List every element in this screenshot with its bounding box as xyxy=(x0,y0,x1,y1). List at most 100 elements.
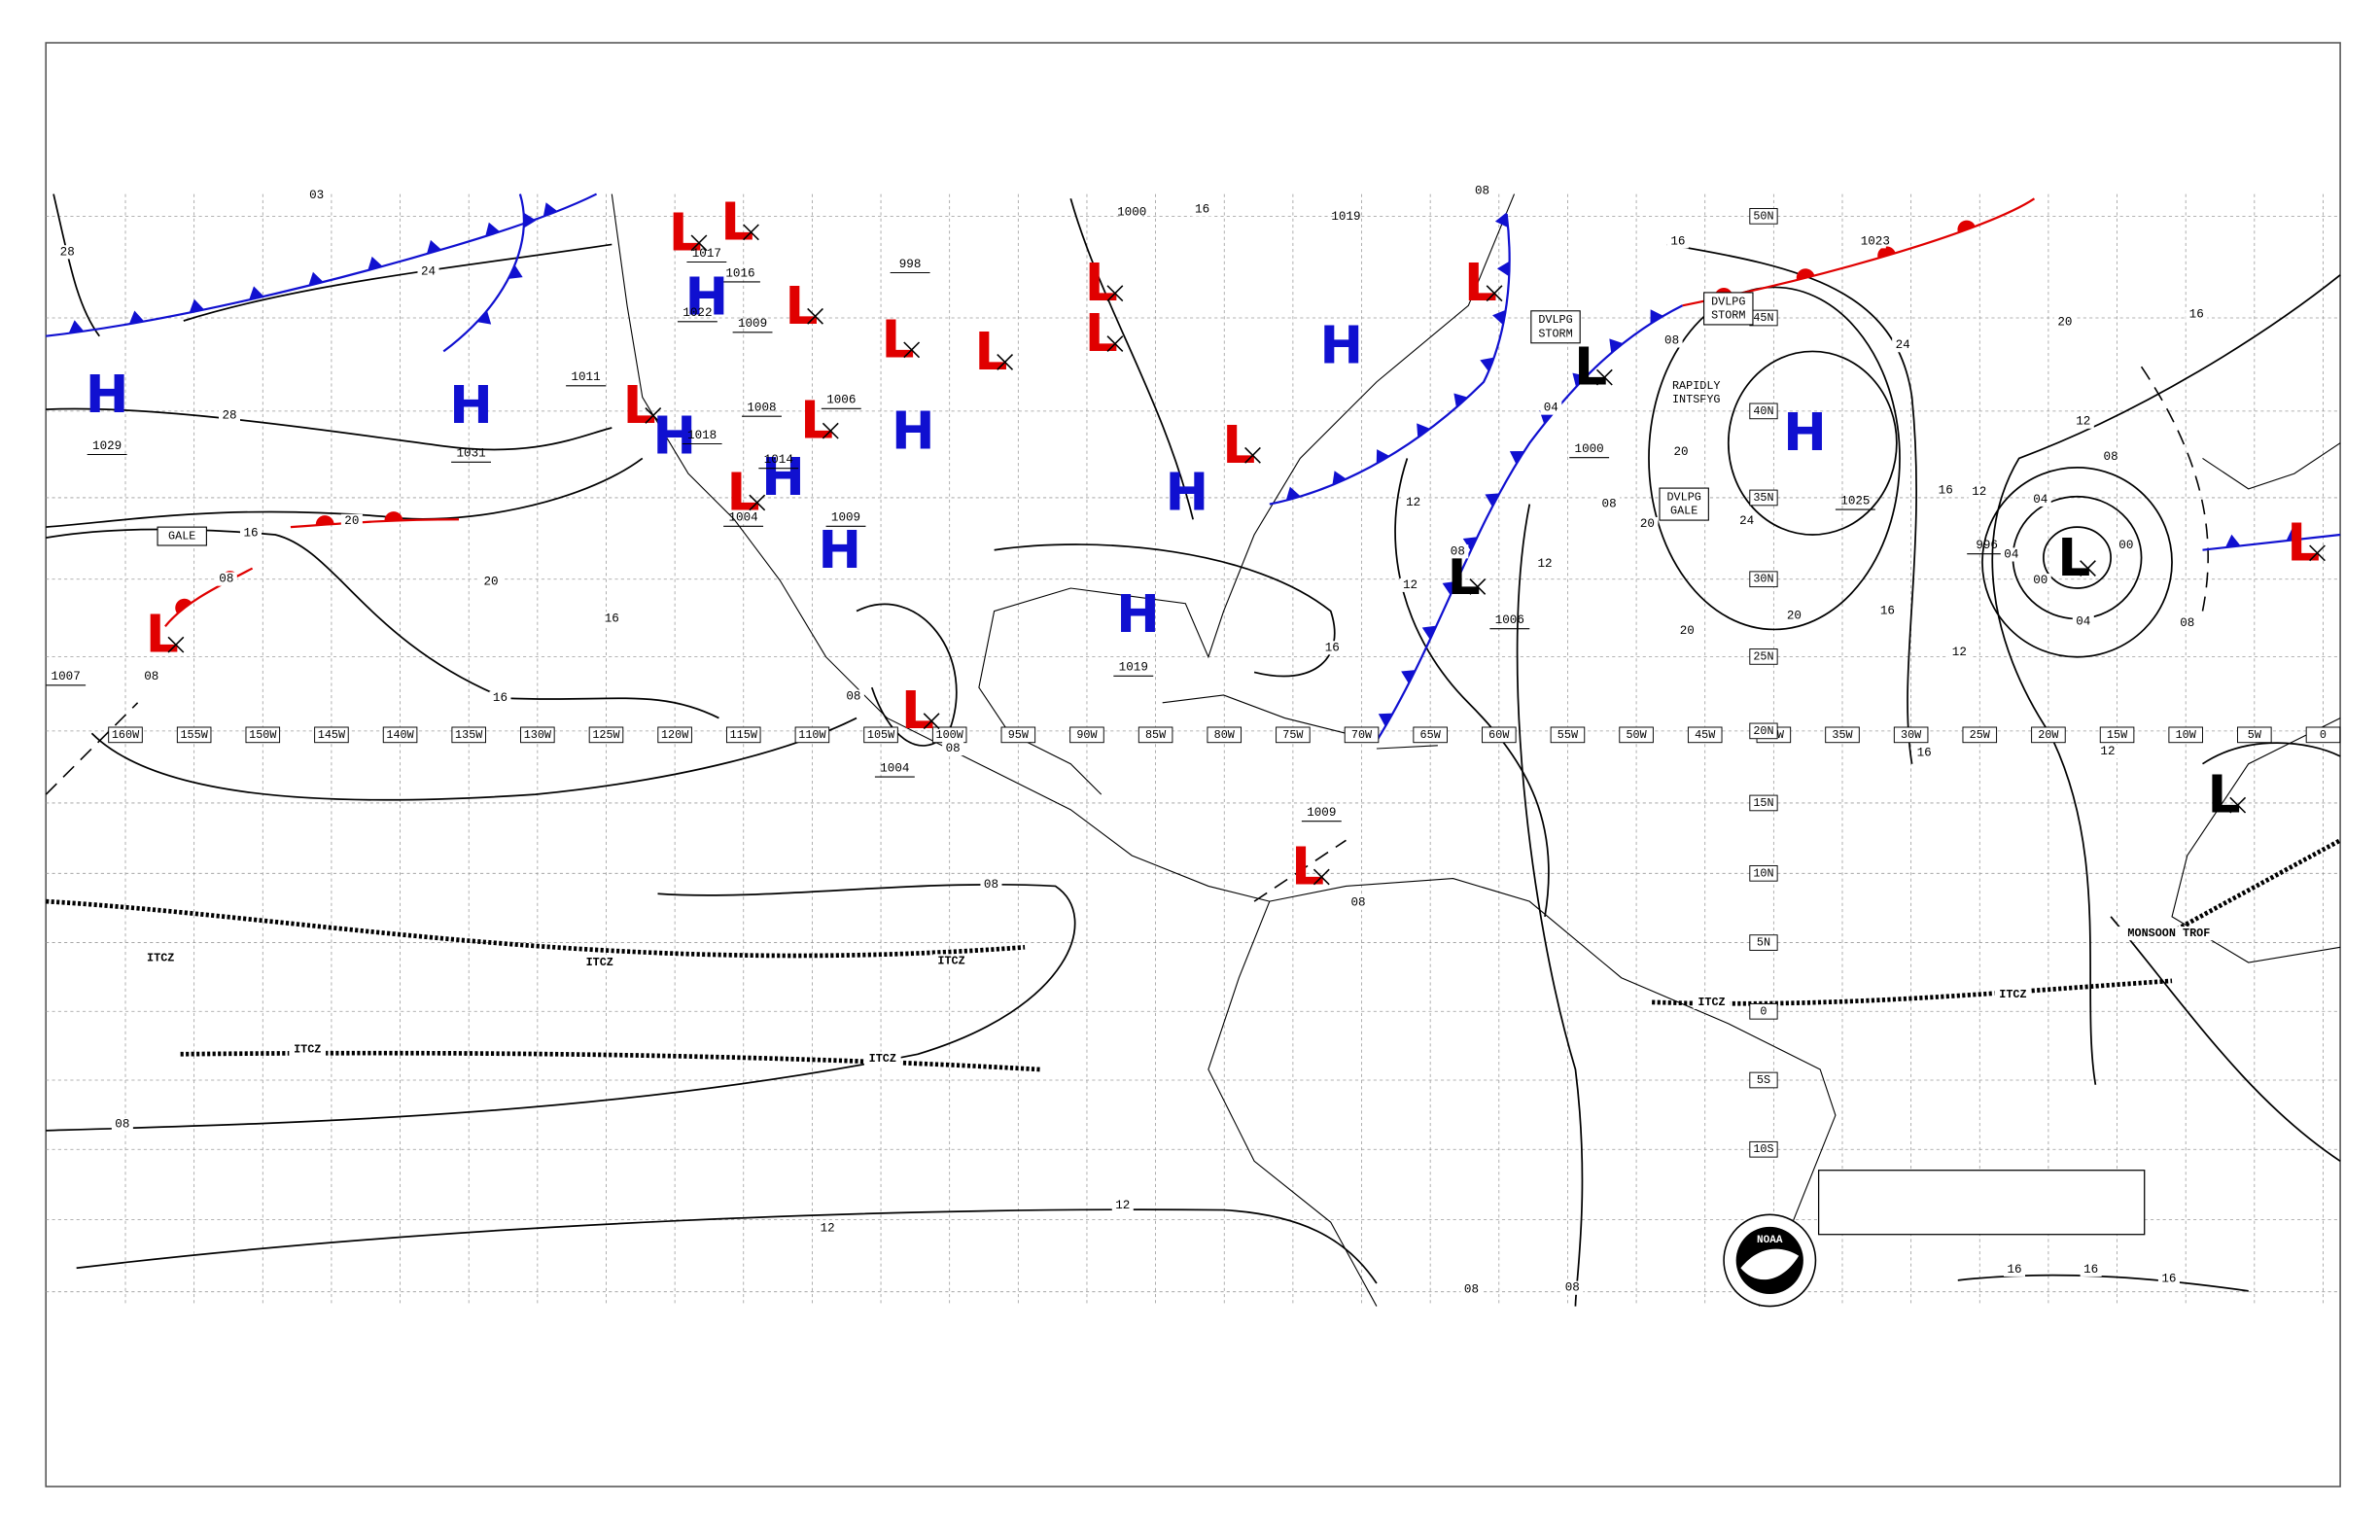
latitude-label-box xyxy=(1749,489,1778,507)
pressure-center-symbol: H xyxy=(652,404,696,466)
annotation-text: STORM xyxy=(1538,327,1572,340)
center-mark xyxy=(167,636,185,653)
isobar-label: 08 xyxy=(1451,544,1465,558)
cold-symbol xyxy=(1492,309,1506,326)
isobar-label-bg xyxy=(1561,1280,1584,1295)
front-triangle xyxy=(1285,486,1301,501)
longitude-label-box xyxy=(108,726,143,744)
longitude-label: 45W xyxy=(1695,728,1716,742)
front-semicircle xyxy=(315,515,334,526)
cold-symbol xyxy=(476,310,492,325)
pressure-center-symbol: H xyxy=(818,519,861,580)
latitude-label: 20N xyxy=(1753,724,1773,738)
isobar-label-bg xyxy=(1399,578,1421,592)
isobar xyxy=(183,243,612,322)
front-triangle xyxy=(476,310,492,325)
isobar-label-bg xyxy=(2096,745,2118,759)
coastline xyxy=(978,193,1516,795)
isobars xyxy=(46,193,2341,1307)
center-mark xyxy=(822,422,839,439)
longitude-label-box xyxy=(1825,726,1860,744)
isobar-label: 16 xyxy=(1917,747,1932,760)
trough-label-bg xyxy=(142,951,180,965)
trough-label: ITCZ xyxy=(1999,988,2026,1001)
isobar-label: 16 xyxy=(1939,483,1953,497)
isobar xyxy=(1516,504,1584,1307)
isobar-label-bg xyxy=(980,877,1002,892)
front-triangle xyxy=(249,286,264,300)
front-triangle xyxy=(542,202,558,217)
latitude-label-box xyxy=(1749,794,1778,812)
isobar-label-bg xyxy=(2080,1262,2102,1277)
central-pressure: 996 xyxy=(1976,539,1998,552)
isobar-label: 04 xyxy=(2076,615,2090,629)
cold-symbol xyxy=(68,320,85,333)
isobar-label-bg xyxy=(2000,547,2022,562)
center-mark xyxy=(1106,335,1124,352)
pressure-center-symbol: H xyxy=(1319,315,1363,376)
isobar-label: 16 xyxy=(1880,605,1895,618)
coastline xyxy=(2171,718,2341,963)
longitude-label-box xyxy=(1482,726,1517,744)
trough-label-bg xyxy=(1693,995,1731,1009)
latitude-label: 0 xyxy=(1760,1004,1767,1018)
longitude-label-box xyxy=(1000,726,1036,744)
isobar xyxy=(1957,1274,2249,1292)
annotation-text: RAPIDLY xyxy=(1672,379,1721,393)
pressure-center-symbol: H xyxy=(761,446,805,508)
isobar-label-bg xyxy=(240,526,262,541)
longitude-label-box xyxy=(1550,726,1586,744)
longitude-label-box xyxy=(1069,726,1104,744)
isobar-label: 20 xyxy=(483,576,498,589)
isobar-label-bg xyxy=(2157,1272,2180,1286)
isobar-label: 20 xyxy=(1673,445,1688,459)
front-triangle xyxy=(189,298,205,313)
longitude-label: 160W xyxy=(112,728,140,742)
trough-label-bg xyxy=(863,1051,901,1067)
latitude-label-box xyxy=(1749,1071,1778,1089)
annotation-text: DVLPG xyxy=(1711,295,1745,308)
cold-symbol xyxy=(1480,357,1494,372)
latitude-label: 45N xyxy=(1753,311,1773,325)
isobar xyxy=(46,883,1076,1132)
cold-symbol xyxy=(1421,625,1437,640)
warm-symbol xyxy=(315,515,334,526)
isobar xyxy=(2110,916,2341,1163)
cold-symbol xyxy=(1378,713,1393,727)
central-pressure: 1004 xyxy=(880,761,909,775)
graticule xyxy=(46,193,2341,1307)
trough-label: ITCZ xyxy=(586,956,613,969)
isobar-label: 04 xyxy=(2033,493,2048,507)
central-pressure: 1029 xyxy=(92,439,122,453)
isobar xyxy=(52,193,100,337)
isobar-label: 28 xyxy=(222,408,236,422)
isobar-label: 20 xyxy=(1787,609,1802,622)
longitude-label-box xyxy=(1138,726,1173,744)
isobar-label: 20 xyxy=(2057,316,2072,330)
longitude-label-box xyxy=(588,726,624,744)
longitude-label: 105W xyxy=(867,728,895,742)
cold-symbol xyxy=(523,212,537,228)
isobar-label: 12 xyxy=(1952,646,1967,659)
isobar-label-bg xyxy=(1676,623,1698,639)
longitude-label-box xyxy=(1962,726,1998,744)
isobar-label: 08 xyxy=(1351,896,1366,910)
center-mark xyxy=(2309,544,2326,562)
pressure-center-symbol: L xyxy=(901,680,934,741)
isobar-label-bg xyxy=(2053,315,2076,330)
central-pressure: 1006 xyxy=(826,394,856,407)
central-pressure: 1017 xyxy=(692,247,721,261)
coastline xyxy=(2202,442,2341,490)
center-mark xyxy=(645,407,662,424)
pressure-center-symbol: H xyxy=(86,364,129,425)
central-pressure: 1009 xyxy=(738,317,767,331)
cold-symbol xyxy=(1417,423,1430,438)
latitude-label: 35N xyxy=(1753,491,1773,505)
logo-text: NOAA xyxy=(1757,1235,1783,1246)
longitude-label: 0 xyxy=(2320,728,2327,742)
front-triangle xyxy=(1332,471,1347,485)
longitude-label-box xyxy=(1207,726,1242,744)
longitude-label: 30W xyxy=(1901,728,1922,742)
front-triangle xyxy=(1509,451,1524,465)
isobar-label-bg xyxy=(1191,202,1213,217)
